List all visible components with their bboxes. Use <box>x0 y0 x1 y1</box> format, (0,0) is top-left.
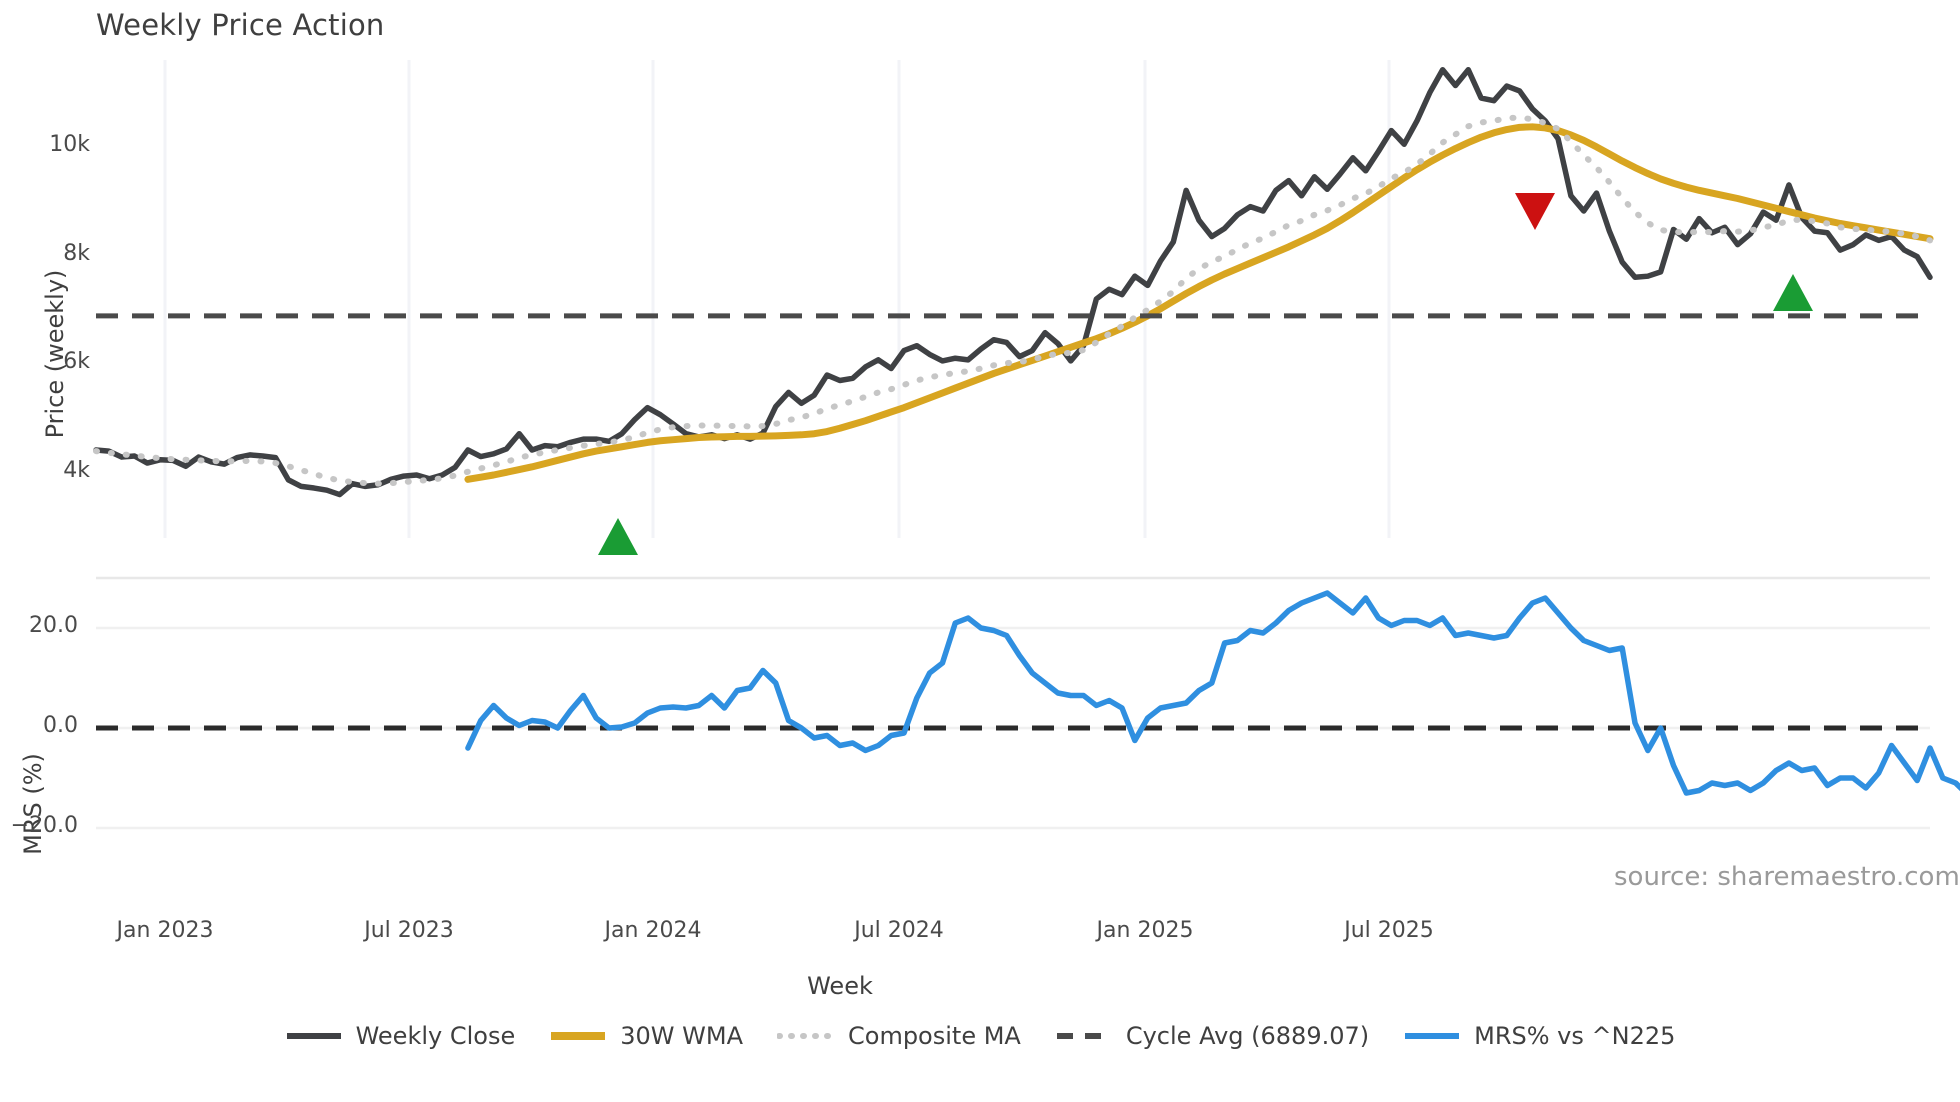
y-tick-price: 6k <box>63 349 90 375</box>
x-tick: Jul 2025 <box>1344 918 1434 943</box>
y-tick-price: 8k <box>63 240 90 266</box>
price-panel-series <box>93 67 1934 498</box>
series-line-30w-wma <box>464 123 1934 483</box>
x-tick: Jan 2023 <box>116 918 214 943</box>
y-tick-mrs: 0.0 <box>43 713 78 738</box>
x-tick: Jan 2025 <box>1096 918 1194 943</box>
legend-item[interactable]: Weekly Close <box>285 1022 516 1050</box>
legend-swatch-icon <box>776 1025 836 1047</box>
x-tick: Jul 2024 <box>854 918 944 943</box>
legend-label: Composite MA <box>848 1022 1021 1050</box>
series-line-mrs-vs-n225 <box>465 590 1960 796</box>
buy-marker <box>598 518 638 555</box>
legend-item[interactable]: MRS% vs ^N225 <box>1403 1022 1675 1050</box>
sell-marker <box>1515 193 1555 230</box>
y-tick-price: 10k <box>49 131 90 157</box>
buy-marker <box>1773 274 1813 311</box>
series-line-composite-ma <box>93 114 1933 487</box>
legend-item[interactable]: Composite MA <box>776 1022 1021 1050</box>
legend-swatch-icon <box>1055 1025 1113 1047</box>
source-watermark: source: sharemaestro.com <box>1614 862 1960 892</box>
chart-title: Weekly Price Action <box>96 8 385 42</box>
chart-legend: Weekly Close 30W WMA Composite MA Cycle Avg… <box>0 1022 1960 1050</box>
series-line-weekly-close <box>93 67 1933 498</box>
legend-label: 30W WMA <box>620 1022 743 1050</box>
x-axis-label: Week <box>807 972 873 1000</box>
y-tick-mrs: 20.0 <box>29 613 78 638</box>
legend-label: Cycle Avg (6889.07) <box>1125 1022 1370 1050</box>
x-tick: Jan 2024 <box>604 918 702 943</box>
legend-label: MRS% vs ^N225 <box>1474 1022 1676 1050</box>
signal-markers <box>598 193 1813 555</box>
legend-swatch-icon <box>1403 1025 1461 1047</box>
y-tick-mrs: −20.0 <box>10 813 78 838</box>
x-tick: Jul 2023 <box>364 918 454 943</box>
legend-label: Weekly Close <box>355 1022 516 1050</box>
legend-item[interactable]: Cycle Avg (6889.07) <box>1055 1022 1369 1050</box>
mrs-panel-series <box>96 590 1960 796</box>
legend-item[interactable]: 30W WMA <box>549 1022 743 1050</box>
legend-swatch-icon <box>549 1025 607 1047</box>
legend-swatch-icon <box>285 1025 343 1047</box>
y-tick-price: 4k <box>63 457 90 483</box>
